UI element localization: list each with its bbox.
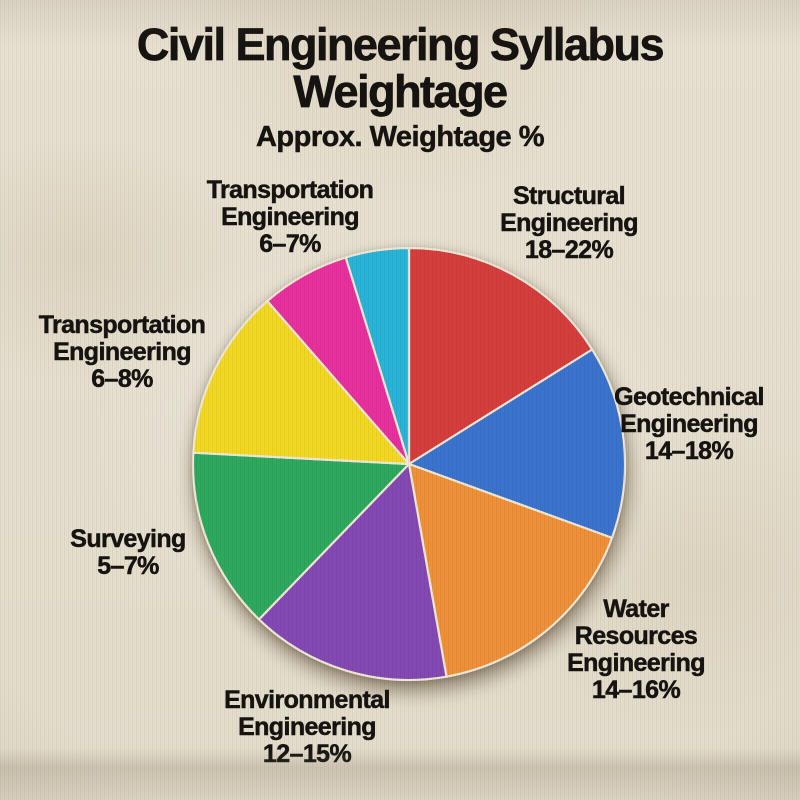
label-transportation-engineering-6-8: Transportation Engineering 6–8% [2,311,242,393]
label-line: Geotechnical [614,383,765,411]
label-line: Engineering [500,209,639,237]
label-line: Structural [512,182,626,210]
label-line: Water [603,595,670,623]
label-line: Engineering [53,338,192,366]
label-line: 14–18% [644,437,734,465]
pie-slice-0-structural-engineering [407,246,594,466]
pie-slice-1-geotechnical-engineering [407,348,627,539]
label-geotechnical-engineering: Geotechnical Engineering 14–18% [578,383,800,465]
pie-slice-7-unlabeled [344,246,411,466]
label-line: Surveying [70,525,187,553]
label-surveying: Surveying 5–7% [18,525,238,580]
label-line: 6–8% [91,365,154,393]
chart-title-line2: Weightage [293,65,508,117]
label-line: 5–7% [97,552,160,580]
label-line: 6–7% [259,230,322,258]
label-line: Engineering [221,203,360,231]
pie-slice-3-environmental-engineering [257,462,448,682]
label-line: Engineering [238,713,377,741]
label-line: Transportation [206,176,374,204]
chart-subtitle: Approx. Weightage % [255,120,545,153]
label-line: Engineering [567,649,706,677]
label-environmental-engineering: Environmental Engineering 12–15% [167,686,447,768]
label-line: 14–16% [591,676,681,704]
pie-slice-5-transportation-engineering [192,299,411,466]
chart-title-line1: Civil Engineering Syllabus [136,19,665,70]
pie-slice-2-water-resources-engineering [407,462,614,678]
label-line: Environmental [224,686,391,714]
label-line: 12–15% [262,740,352,768]
label-line: 18–22% [524,236,614,264]
label-line: Transportation [38,311,206,339]
label-structural-engineering: Structural Engineering 18–22% [449,182,689,264]
pie-slice-4-surveying [191,451,411,621]
label-water-resources-engineering: Water Resources Engineering 14–16% [521,595,751,704]
label-line: Resources [574,622,699,650]
label-line: Engineering [620,410,759,438]
label-transportation-engineering-6-7: Transportation Engineering 6–7% [160,176,420,258]
chart-header: Civil Engineering Syllabus Weightage App… [0,19,800,154]
